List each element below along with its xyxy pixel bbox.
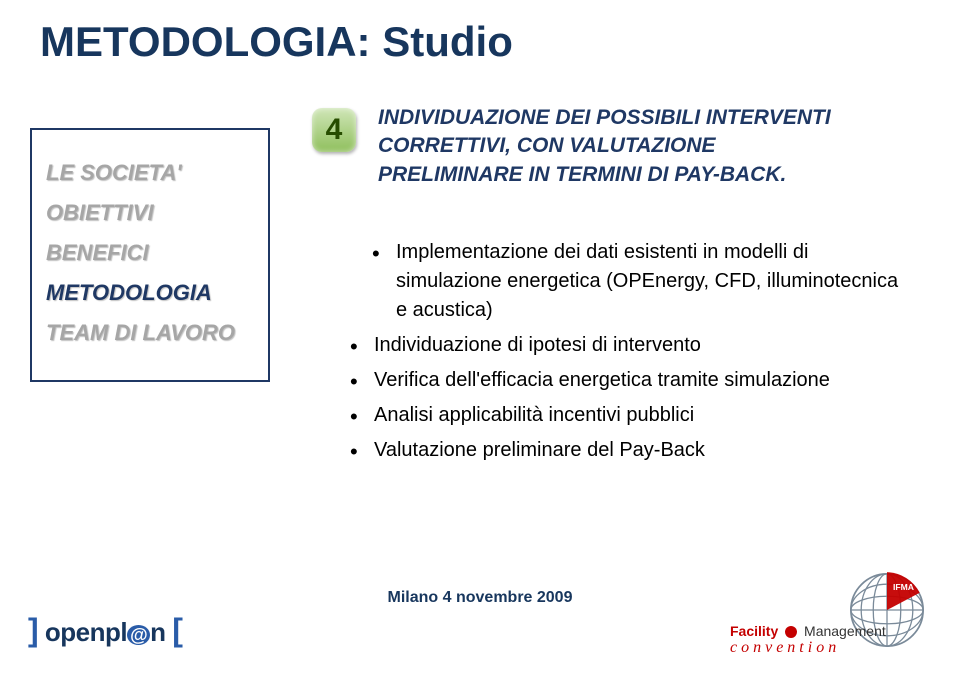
- sidebar-item-metodologia: METODOLOGIA: [46, 280, 254, 306]
- bullet-item: Individuazione di ipotesi di intervento: [350, 331, 910, 360]
- sidebar-item-benefici: BENEFICI: [46, 240, 254, 266]
- fm-rest: Management: [804, 623, 886, 639]
- sidebar: LE SOCIETA' OBIETTIVI BENEFICI METODOLOG…: [30, 128, 270, 382]
- openplan-pre: openpl: [45, 617, 127, 647]
- bullet-item: Implementazione dei dati esistenti in mo…: [350, 238, 910, 325]
- convention-label: convention: [730, 639, 840, 657]
- dot-icon: [785, 626, 797, 638]
- ifma-text: IFMA: [893, 582, 914, 592]
- bullet-item: Analisi applicabilità incentivi pubblici: [350, 401, 910, 430]
- at-icon: @: [127, 625, 150, 645]
- logo-ifma: IFMA Facility Management convention: [730, 567, 930, 657]
- sidebar-item-obiettivi: OBIETTIVI: [46, 200, 254, 226]
- bracket-right-icon: [: [172, 612, 182, 648]
- heading-line-1: INDIVIDUAZIONE DEI POSSIBILI INTERVENTI: [378, 106, 831, 129]
- sidebar-item-team: TEAM DI LAVORO: [46, 320, 254, 346]
- heading-line-3: PRELIMINARE IN TERMINI DI PAY-BACK.: [378, 163, 786, 186]
- fm-label: Facility Management: [730, 623, 886, 639]
- bullet-list: Implementazione dei dati esistenti in mo…: [350, 232, 910, 471]
- globe-icon: IFMA: [844, 567, 930, 653]
- bullet-item: Valutazione preliminare del Pay-Back: [350, 436, 910, 465]
- logo-openplan: ] openpl@n [: [28, 612, 182, 649]
- heading-line-2: CORRETTIVI, CON VALUTAZIONE: [378, 134, 716, 157]
- step-badge: 4: [312, 108, 356, 152]
- sidebar-item-societa: LE SOCIETA': [46, 160, 254, 186]
- bracket-left-icon: ]: [28, 612, 38, 648]
- slide: METODOLOGIA: Studio LE SOCIETA' OBIETTIV…: [0, 0, 960, 677]
- openplan-post: n: [150, 617, 165, 647]
- page-title: METODOLOGIA: Studio: [40, 18, 513, 66]
- bullet-item: Verifica dell'efficacia energetica trami…: [350, 366, 910, 395]
- fm-bold: Facility: [730, 623, 778, 639]
- section-heading: INDIVIDUAZIONE DEI POSSIBILI INTERVENTI …: [378, 104, 918, 189]
